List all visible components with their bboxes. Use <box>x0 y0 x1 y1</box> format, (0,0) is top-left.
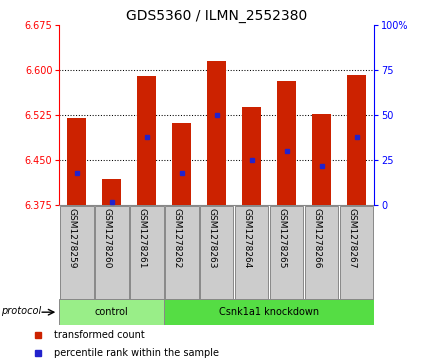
Bar <box>347 75 366 205</box>
Bar <box>242 107 261 205</box>
Text: GSM1278266: GSM1278266 <box>312 208 322 268</box>
Bar <box>137 76 156 205</box>
Text: control: control <box>95 307 129 317</box>
FancyBboxPatch shape <box>60 206 94 298</box>
Text: GSM1278263: GSM1278263 <box>208 208 216 268</box>
FancyBboxPatch shape <box>59 299 164 325</box>
Text: percentile rank within the sample: percentile rank within the sample <box>54 348 219 358</box>
Text: GSM1278261: GSM1278261 <box>138 208 147 268</box>
Bar <box>312 114 331 205</box>
Text: GSM1278265: GSM1278265 <box>278 208 286 268</box>
Text: GSM1278259: GSM1278259 <box>68 208 77 268</box>
FancyBboxPatch shape <box>95 206 128 298</box>
FancyBboxPatch shape <box>130 206 164 298</box>
Text: protocol: protocol <box>1 306 41 316</box>
Bar <box>277 81 296 205</box>
Text: GSM1278262: GSM1278262 <box>173 208 182 268</box>
Text: GSM1278260: GSM1278260 <box>103 208 112 268</box>
FancyBboxPatch shape <box>164 299 374 325</box>
Bar <box>172 123 191 205</box>
Text: GSM1278264: GSM1278264 <box>242 208 252 268</box>
Text: GSM1278267: GSM1278267 <box>348 208 356 268</box>
Text: transformed count: transformed count <box>54 330 145 340</box>
FancyBboxPatch shape <box>270 206 304 298</box>
Text: Csnk1a1 knockdown: Csnk1a1 knockdown <box>219 307 319 317</box>
FancyBboxPatch shape <box>340 206 373 298</box>
FancyBboxPatch shape <box>235 206 268 298</box>
Bar <box>102 179 121 205</box>
FancyBboxPatch shape <box>200 206 234 298</box>
Title: GDS5360 / ILMN_2552380: GDS5360 / ILMN_2552380 <box>126 9 307 23</box>
FancyBboxPatch shape <box>305 206 338 298</box>
Bar <box>207 61 226 205</box>
FancyBboxPatch shape <box>165 206 198 298</box>
Bar <box>67 118 87 205</box>
